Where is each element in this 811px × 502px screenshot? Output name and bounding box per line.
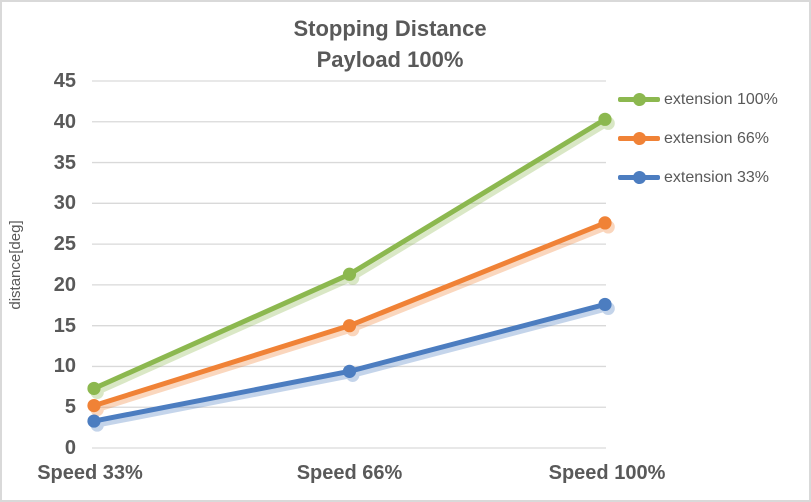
data-point-marker xyxy=(598,216,612,230)
data-point-marker xyxy=(598,112,612,126)
x-tick-label: Speed 100% xyxy=(548,462,666,484)
y-tick-label: 45 xyxy=(53,70,76,92)
data-point-marker xyxy=(87,398,101,413)
y-tick-label: 35 xyxy=(53,151,76,174)
data-point-marker xyxy=(342,267,357,281)
legend: extension 100% extension 66% extension 3… xyxy=(618,87,778,204)
legend-item: extension 100% xyxy=(618,87,778,112)
legend-line-marker-icon xyxy=(618,87,660,112)
legend-item: extension 33% xyxy=(618,165,778,190)
y-axis-title: distance[deg] xyxy=(7,220,24,310)
data-point-marker xyxy=(598,297,612,312)
chart-title: Stopping Distance xyxy=(293,16,487,41)
data-point-marker xyxy=(342,319,357,333)
data-point-marker xyxy=(87,381,101,396)
y-tick-label: 10 xyxy=(53,355,76,378)
y-tick-label: 15 xyxy=(53,314,76,337)
legend-line-marker-icon xyxy=(618,126,660,151)
chart-title-block: Stopping Distance Payload 100% xyxy=(60,13,720,75)
legend-item: extension 66% xyxy=(618,126,778,151)
legend-label: extension 100% xyxy=(664,90,778,108)
legend-line-marker-icon xyxy=(618,165,660,190)
legend-label: extension 66% xyxy=(664,129,769,147)
y-tick-label: 0 xyxy=(64,437,76,459)
chart-subtitle: Payload 100% xyxy=(316,47,464,72)
y-tick-label: 40 xyxy=(53,110,76,133)
y-tick-label: 25 xyxy=(53,233,76,256)
x-tick-label: Speed 66% xyxy=(296,462,403,484)
legend-label: extension 33% xyxy=(664,168,769,186)
data-point-marker xyxy=(342,364,357,378)
data-point-marker xyxy=(87,414,101,428)
y-tick-label: 30 xyxy=(53,192,76,215)
x-tick-label: Speed 33% xyxy=(37,462,143,484)
y-tick-label: 5 xyxy=(64,396,76,419)
y-tick-label: 20 xyxy=(53,273,76,296)
